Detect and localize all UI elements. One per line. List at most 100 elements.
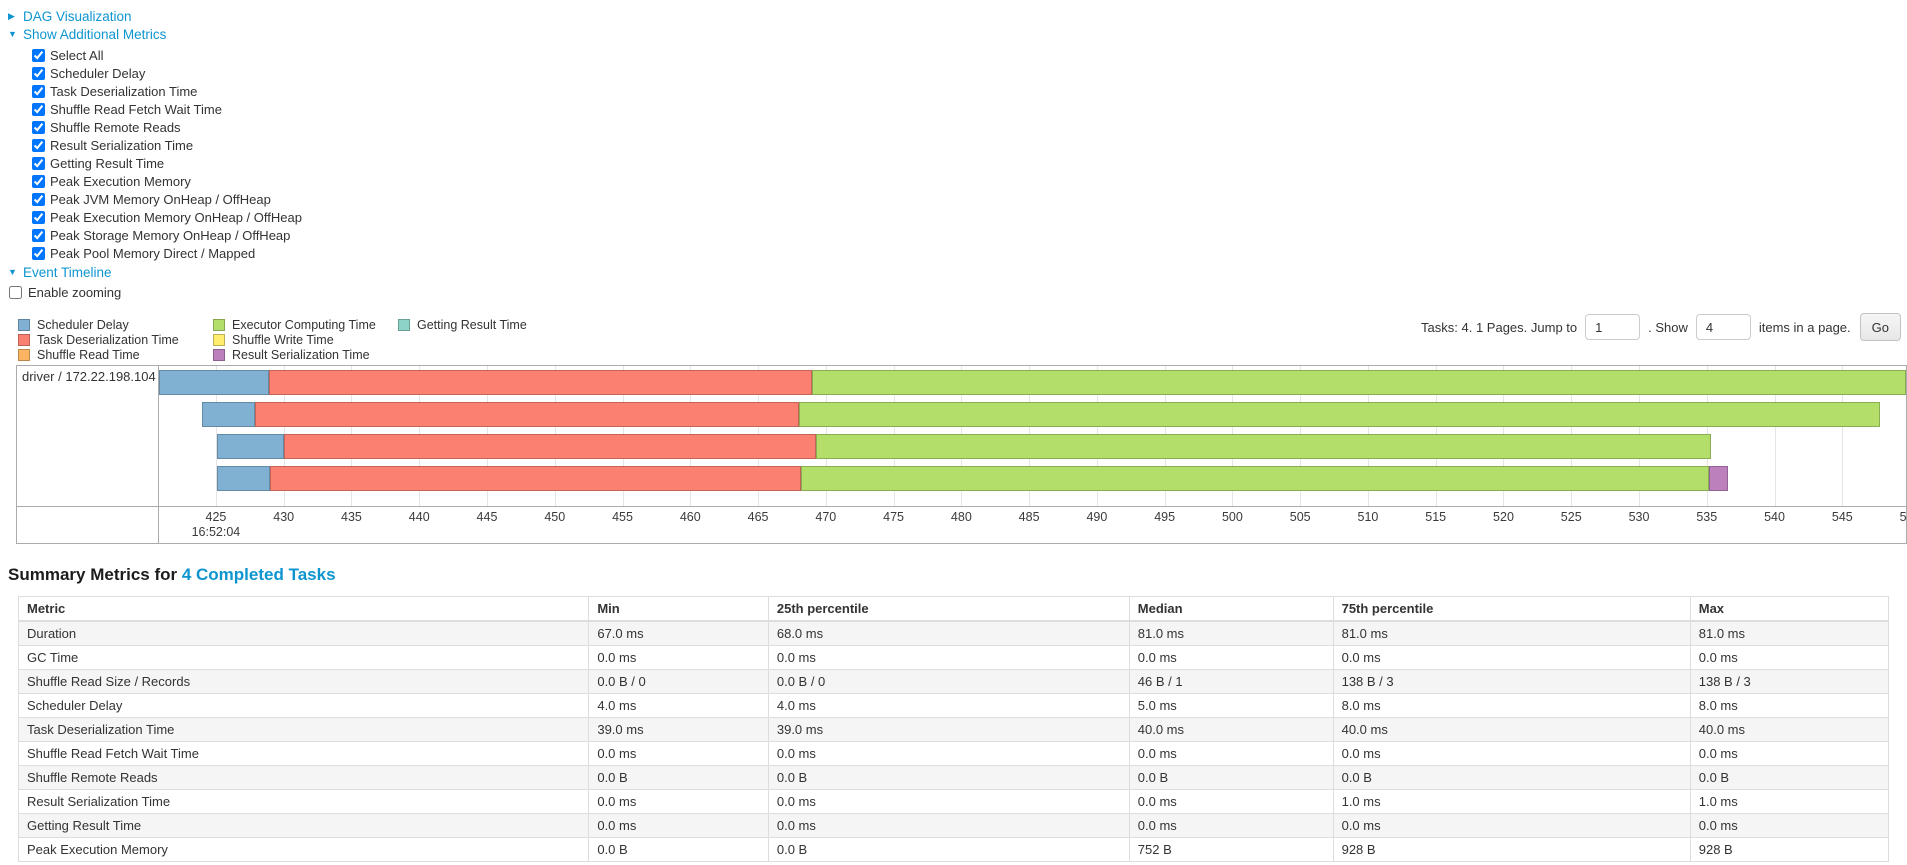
metric-checkbox-label: Getting Result Time [50,155,165,171]
table-header-cell: 75th percentile [1332,596,1691,622]
metric-value-cell: 928 B [1689,837,1890,862]
metric-checkbox[interactable] [32,174,45,188]
pager-text-after: items in a page. [1758,319,1851,335]
legend-item-label: Shuffle Read Time [37,347,140,362]
task-bar-segment-executor-computing[interactable] [798,402,1881,427]
task-pagination: Tasks: 4. 1 Pages. Jump to . Show items … [1421,313,1901,341]
metric-value-cell: 0.0 ms [1689,741,1890,766]
axis-tick-label: 460 [679,510,701,524]
executor-row-label: driver / 172.22.198.104 [17,366,159,506]
show-additional-metrics-toggle[interactable]: ▼ Show Additional Metrics [8,27,1907,42]
table-row: Shuffle Read Fetch Wait Time 0.0 ms 0.0 ms… [17,741,1890,766]
pager-text-between: . Show [1648,319,1688,335]
event-timeline-label: Event Timeline [23,265,112,280]
task-bar-segment-task-deserialization[interactable] [283,434,817,459]
go-button[interactable]: Go [1859,313,1901,341]
additional-metrics-checkbox-list: Select All Scheduler Delay Task Deserializ… [32,46,1907,262]
axis-tick-label: 425 [205,510,227,524]
legend-item-label: Getting Result Time [417,317,527,332]
metric-value-cell: 81.0 ms [1128,620,1334,646]
task-bar-segment-executor-computing[interactable] [812,370,1906,395]
jump-to-page-input[interactable] [1585,314,1641,340]
completed-tasks-link[interactable]: 4 Completed Tasks [181,565,336,584]
task-bar-segment-scheduler-delay[interactable] [217,434,284,459]
metric-checkbox[interactable] [32,48,45,62]
dag-visualization-toggle[interactable]: ▶ DAG Visualization [8,9,1907,24]
metric-value-cell: 40.0 ms [1689,717,1890,742]
metric-value-cell: 81.0 ms [1689,620,1890,646]
metric-name-cell: Shuffle Remote Reads [17,765,590,790]
metric-value-cell: 0.0 ms [767,813,1130,838]
triangle-right-icon: ▶ [8,11,15,21]
metric-value-cell: 138 B / 3 [1332,669,1691,694]
task-bar-segment-scheduler-delay[interactable] [159,370,269,395]
legend-item-label: Scheduler Delay [37,317,129,332]
metric-checkbox-label: Peak Pool Memory Direct / Mapped [50,245,256,261]
legend-swatch-icon [18,318,30,331]
legend-item: Result Serialization Time [213,347,376,362]
metric-checkbox[interactable] [32,120,45,134]
table-header-cell: Max [1689,596,1890,622]
task-bar-segment-scheduler-delay[interactable] [202,402,256,427]
timeline-x-axis: 425 16:52:04 430 435 440 445 450 455 460 465 470 47… [159,507,1906,543]
metric-name-cell: Scheduler Delay [17,693,590,718]
summary-metrics-title: Summary Metrics for 4 Completed Tasks [8,565,1907,585]
axis-tick-label: 480 [950,510,972,524]
legend-item-label: Executor Computing Time [232,317,376,332]
axis-tick-label: 450 [544,510,566,524]
metric-checkbox-label: Peak Execution Memory [50,173,191,189]
show-additional-metrics-label: Show Additional Metrics [23,27,167,42]
legend-item-label: Task Deserialization Time [37,332,179,347]
metric-value-cell: 39.0 ms [767,717,1130,742]
summary-title-prefix: Summary Metrics for [8,565,182,584]
task-bar-segment-executor-computing[interactable] [816,434,1711,459]
metric-checkbox-label: Result Serialization Time [50,137,194,153]
metric-value-cell: 81.0 ms [1332,620,1691,646]
metric-value-cell: 68.0 ms [767,620,1130,646]
metric-name-cell: GC Time [17,645,590,670]
task-bar-segment-executor-computing[interactable] [801,466,1710,491]
timeline-legend-and-pager: Scheduler Delay Task Deserialization Time… [18,311,1907,362]
metric-checkbox-row: Scheduler Delay [32,64,1907,82]
axis-gridline [1774,366,1776,506]
event-timeline-toggle[interactable]: ▼ Event Timeline [8,265,1907,280]
metric-checkbox-label: Shuffle Read Fetch Wait Time [50,101,222,117]
task-bar-segment-task-deserialization[interactable] [270,466,802,491]
legend-item: Shuffle Write Time [213,332,376,347]
metric-value-cell: 0.0 ms [1128,645,1334,670]
metric-checkbox-row: Peak Pool Memory Direct / Mapped [32,244,1907,262]
metric-checkbox[interactable] [32,192,45,206]
task-bar-segment-scheduler-delay[interactable] [217,466,271,491]
metric-checkbox[interactable] [32,138,45,152]
metric-value-cell: 46 B / 1 [1128,669,1334,694]
metric-value-cell: 40.0 ms [1332,717,1691,742]
legend-item: Executor Computing Time [213,317,376,332]
legend-item-label: Shuffle Write Time [232,332,334,347]
metric-checkbox-label: Scheduler Delay [50,65,146,81]
task-bar-segment-task-deserialization[interactable] [268,370,813,395]
axis-tick-label: 430 [273,510,295,524]
axis-tick-label: 525 [1560,510,1582,524]
items-per-page-input[interactable] [1695,314,1751,340]
metric-checkbox[interactable] [32,228,45,242]
enable-zooming-checkbox[interactable] [9,285,22,299]
metric-checkbox-label: Peak JVM Memory OnHeap / OffHeap [50,191,271,207]
metric-value-cell: 0.0 ms [588,813,769,838]
metric-checkbox[interactable] [32,246,45,260]
stage-page-controls: ▶ DAG Visualization ▼ Show Additional Me… [8,9,1907,544]
metric-checkbox-row: Peak Execution Memory OnHeap / OffHeap [32,208,1907,226]
axis-tick-label: 455 [612,510,633,524]
legend-item: Task Deserialization Time [18,332,179,347]
metric-checkbox[interactable] [32,84,45,98]
metric-checkbox[interactable] [32,210,45,224]
axis-tick-label: 510 [1357,510,1379,524]
metric-checkbox[interactable] [32,156,45,170]
axis-tick-label: 540 [1764,510,1785,524]
task-bar-segment-result-serialization[interactable] [1709,466,1729,491]
metric-checkbox[interactable] [32,102,45,116]
metric-value-cell: 0.0 B [1332,765,1691,790]
task-bar-segment-task-deserialization[interactable] [255,402,799,427]
metric-checkbox[interactable] [32,66,45,80]
timeline-plot-area [159,366,1906,506]
axis-tick-label: 470 [815,510,837,524]
